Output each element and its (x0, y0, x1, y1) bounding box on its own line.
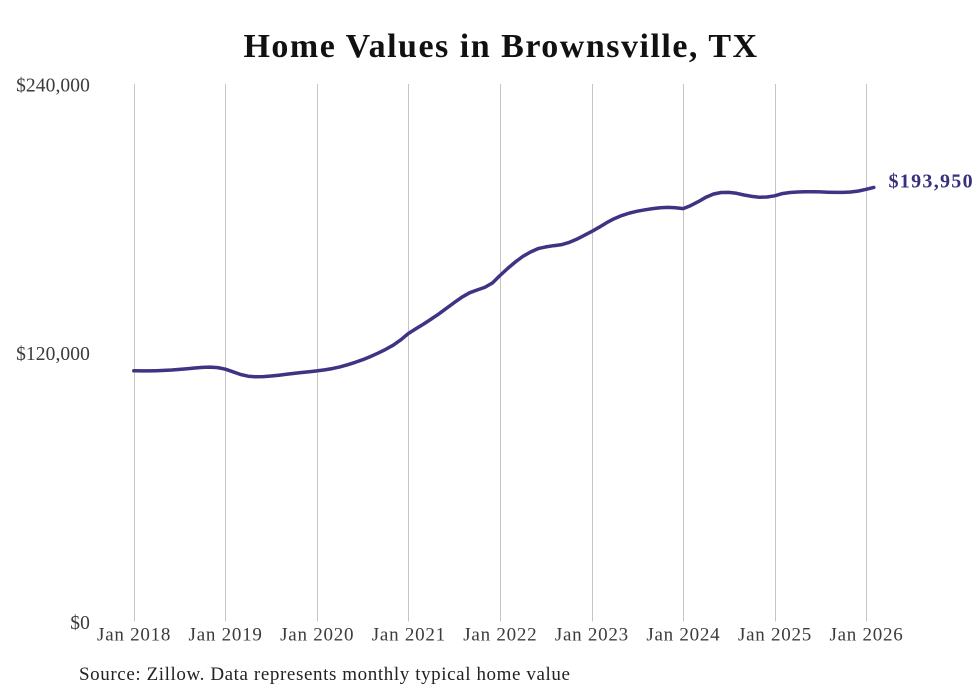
svg-text:Jan 2019: Jan 2019 (189, 625, 263, 646)
svg-text:Jan 2024: Jan 2024 (646, 625, 720, 646)
svg-text:Jan 2020: Jan 2020 (280, 625, 354, 646)
svg-text:$240,000: $240,000 (16, 76, 90, 97)
svg-text:Jan 2026: Jan 2026 (829, 625, 903, 646)
svg-text:Jan 2025: Jan 2025 (738, 625, 812, 646)
svg-text:Jan 2022: Jan 2022 (463, 625, 537, 646)
svg-text:Home Values in Brownsville, TX: Home Values in Brownsville, TX (243, 28, 758, 65)
svg-text:$120,000: $120,000 (16, 344, 90, 365)
svg-text:Source: Zillow. Data represent: Source: Zillow. Data represents monthly … (79, 664, 571, 685)
svg-text:$193,950: $193,950 (889, 171, 974, 193)
svg-text:Jan 2018: Jan 2018 (97, 625, 171, 646)
svg-text:Jan 2023: Jan 2023 (555, 625, 629, 646)
svg-text:Jan 2021: Jan 2021 (372, 625, 446, 646)
svg-text:$0: $0 (70, 613, 90, 634)
